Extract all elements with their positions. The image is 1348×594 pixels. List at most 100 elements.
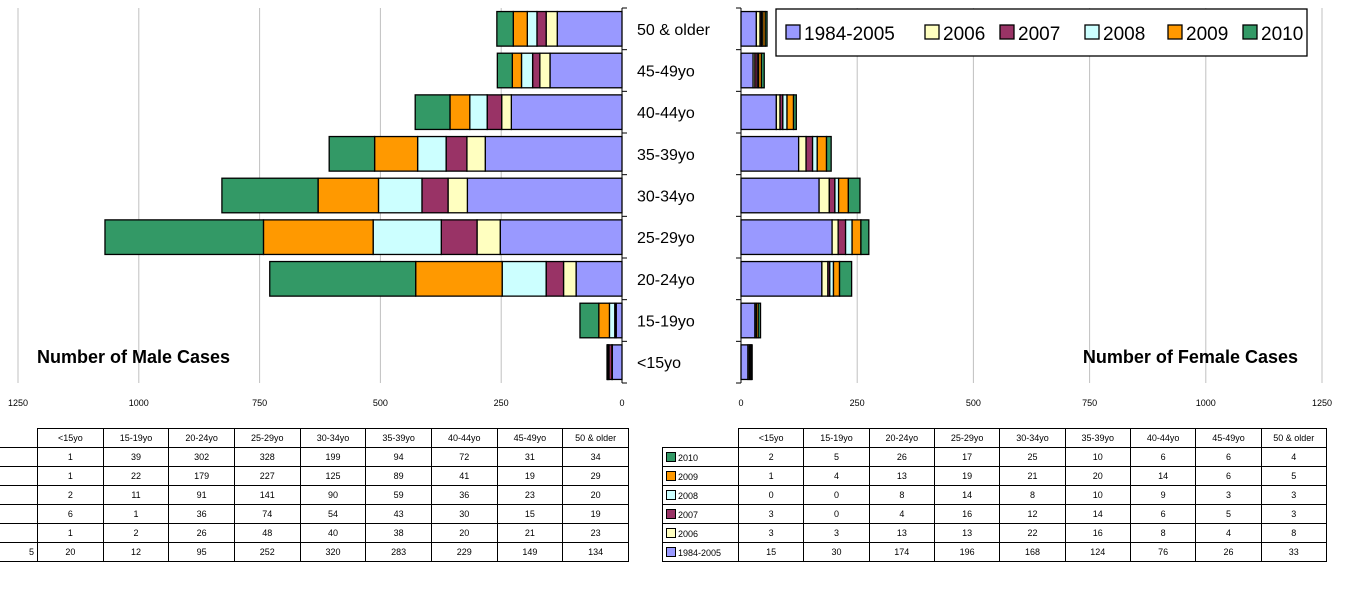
table-cell: 3 [803, 523, 870, 543]
legend-label: 2010 [1261, 24, 1303, 45]
table-cell: 72 [430, 447, 498, 467]
table-column-header: 45-49yo [496, 428, 564, 448]
table-cell: 1 [102, 504, 170, 524]
table-cell: 19 [562, 504, 629, 524]
series-label: 2008 [678, 490, 699, 501]
female-bar-segment [797, 135, 807, 172]
table-cell: 14 [1064, 504, 1131, 524]
table-cell: 196 [933, 542, 1001, 562]
female-bar-segment [837, 177, 850, 214]
table-cell: 21 [496, 523, 564, 543]
male-data-table: <15yo 15-19yo 20-24yo 25-29yo 30-34yo 35-39yo… [0, 428, 629, 562]
table-row: 2 11 91 141 90 59 36 23 20 [0, 485, 629, 505]
table-cell: 33 [1260, 542, 1327, 562]
table-cell: 9 [1129, 485, 1197, 505]
table-cell: 16 [933, 504, 1001, 524]
table-cell: 5 [1260, 466, 1327, 486]
table-column-header: 40-44yo [430, 428, 498, 448]
table-cell: 3 [1260, 504, 1327, 524]
female-bar-segment [851, 219, 862, 256]
series-label: 1984-2005 [678, 547, 722, 558]
table-cell: 149 [496, 542, 564, 562]
male-bar-segment [486, 94, 503, 131]
table-cell: 141 [233, 485, 301, 505]
table-row-header [0, 447, 38, 467]
table-column-header: 35-39yo [365, 428, 432, 448]
table-cell: 6 [1129, 504, 1197, 524]
male-bar-segment [373, 135, 419, 172]
male-x-tick-label: 1000 [129, 398, 149, 408]
female-x-tick-label: 1000 [1196, 398, 1216, 408]
age-group-label: 25-29yo [637, 230, 695, 247]
male-bar-segment [469, 94, 488, 131]
table-cell: 0 [803, 504, 870, 524]
table-cell: 3 [737, 523, 805, 543]
male-bar-segment [445, 135, 468, 172]
table-cell: 21 [999, 466, 1066, 486]
table-cell: 40 [299, 523, 367, 543]
table-cell: 4 [1195, 523, 1262, 543]
male-bar-segment [562, 260, 577, 297]
table-cell: 90 [299, 485, 367, 505]
table-cell: 12 [999, 504, 1066, 524]
table-cell: 2 [102, 523, 170, 543]
table-column-header: 15-19yo [102, 428, 170, 448]
female-x-tick-label: 250 [850, 398, 865, 408]
table-cell: 252 [233, 542, 301, 562]
table-column-header: 20-24yo [868, 428, 935, 448]
table-cell: 4 [803, 466, 870, 486]
table-cell: 0 [737, 485, 805, 505]
table-column-header: 15-19yo [803, 428, 870, 448]
male-bar-segment [484, 135, 623, 172]
female-bar-segment [750, 344, 753, 381]
table-row: 1 39 302 328 199 94 72 31 34 [0, 447, 629, 467]
table-row: 6 1 36 74 54 43 30 15 19 [0, 504, 629, 524]
table-cell: 1 [37, 466, 104, 486]
male-x-tick-label: 250 [494, 398, 509, 408]
table-cell: 39 [102, 447, 170, 467]
table-cell: 134 [562, 542, 629, 562]
table-column-header: <15yo [37, 428, 104, 448]
table-cell: 16 [1064, 523, 1131, 543]
table-cell: 20 [562, 485, 629, 505]
table-cell: 4 [1260, 447, 1327, 467]
table-column-header: 45-49yo [1195, 428, 1262, 448]
legend-key-swatch [666, 546, 676, 557]
female-bar-segment [740, 302, 756, 339]
table-cell: 20 [430, 523, 498, 543]
table-cell: 320 [299, 542, 367, 562]
table-cell: 1 [37, 447, 104, 467]
female-bar-segment [740, 177, 820, 214]
table-cell: 20 [1064, 466, 1131, 486]
female-bar-segment [740, 94, 777, 131]
table-cell: 26 [1195, 542, 1262, 562]
table-cell: 1 [737, 466, 805, 486]
table-cell: 179 [168, 466, 235, 486]
table-cell: 168 [999, 542, 1066, 562]
male-bar-segment [579, 302, 600, 339]
table-cell: 15 [496, 504, 564, 524]
table-cell: 19 [496, 466, 564, 486]
table-cell: 2 [37, 485, 104, 505]
male-bar-segment [575, 260, 623, 297]
male-bar-segment [512, 10, 528, 47]
legend-swatch [785, 24, 801, 40]
female-bar-segment [805, 135, 814, 172]
male-bar-segment [520, 52, 534, 89]
male-x-tick-label: 500 [373, 398, 388, 408]
table-row: 2006 3 3 13 13 22 16 8 4 8 [662, 523, 1327, 543]
table-cell: 36 [168, 504, 235, 524]
female-bar-segment [740, 344, 749, 381]
table-cell: 43 [365, 504, 432, 524]
table-column-header: 50 & older [1260, 428, 1327, 448]
series-label: 2009 [678, 471, 699, 482]
male-x-tick-label: 750 [252, 398, 267, 408]
table-cell: 14 [933, 485, 1001, 505]
table-header-row: <15yo 15-19yo 20-24yo 25-29yo 30-34yo 35-39yo… [663, 428, 1327, 448]
male-bar-segment [328, 135, 376, 172]
table-cell: 6 [1129, 447, 1197, 467]
legend-swatch [1242, 24, 1258, 40]
male-bar-segment [496, 52, 513, 89]
male-bar-segment [449, 94, 471, 131]
table-corner [663, 429, 739, 448]
